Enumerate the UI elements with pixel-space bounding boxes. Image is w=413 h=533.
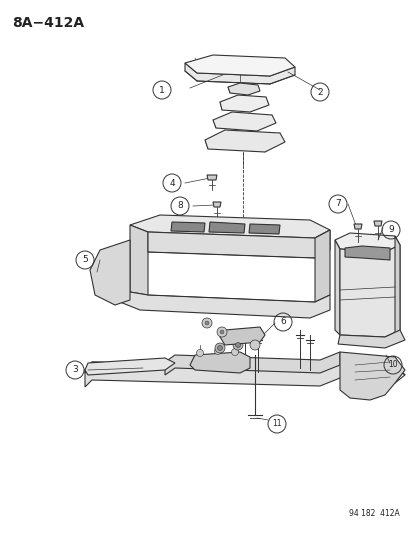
Text: 5: 5: [82, 255, 88, 264]
Text: 94 182  412A: 94 182 412A: [349, 509, 399, 518]
Circle shape: [214, 348, 221, 354]
Polygon shape: [130, 225, 147, 295]
Text: 2: 2: [316, 87, 322, 96]
Text: 9: 9: [387, 225, 393, 235]
Text: 8: 8: [177, 201, 183, 211]
Polygon shape: [373, 221, 381, 226]
Circle shape: [219, 330, 223, 334]
Polygon shape: [334, 240, 339, 335]
Polygon shape: [206, 175, 216, 180]
Polygon shape: [115, 292, 329, 318]
Text: 10: 10: [387, 360, 397, 369]
Polygon shape: [90, 240, 130, 305]
Circle shape: [231, 349, 238, 356]
Text: 4: 4: [169, 179, 174, 188]
Text: 8A−412A: 8A−412A: [12, 16, 84, 30]
Circle shape: [204, 321, 209, 325]
Polygon shape: [219, 95, 268, 112]
Polygon shape: [190, 352, 249, 373]
Polygon shape: [339, 352, 404, 400]
Polygon shape: [185, 63, 294, 84]
Polygon shape: [394, 236, 399, 336]
Polygon shape: [85, 360, 404, 375]
Circle shape: [233, 340, 242, 350]
Text: 3: 3: [72, 366, 78, 375]
Polygon shape: [344, 246, 389, 260]
Text: 6: 6: [280, 318, 285, 327]
Polygon shape: [130, 215, 329, 238]
Polygon shape: [314, 230, 329, 302]
Polygon shape: [209, 222, 244, 233]
Polygon shape: [185, 55, 294, 76]
Text: 1: 1: [159, 85, 164, 94]
Circle shape: [249, 340, 259, 350]
Polygon shape: [204, 130, 284, 152]
Polygon shape: [171, 222, 204, 232]
Polygon shape: [339, 245, 399, 337]
Circle shape: [217, 345, 222, 351]
Circle shape: [216, 327, 226, 337]
Circle shape: [196, 350, 203, 357]
Polygon shape: [212, 112, 275, 131]
Polygon shape: [228, 83, 259, 95]
Polygon shape: [334, 233, 399, 252]
Polygon shape: [165, 352, 339, 375]
Circle shape: [235, 343, 240, 348]
Text: 11: 11: [272, 419, 281, 429]
Polygon shape: [353, 224, 361, 229]
Polygon shape: [147, 230, 329, 258]
Polygon shape: [248, 224, 279, 234]
Polygon shape: [337, 330, 404, 348]
Polygon shape: [212, 202, 221, 207]
Polygon shape: [219, 327, 264, 345]
Polygon shape: [85, 358, 175, 375]
Circle shape: [202, 318, 211, 328]
Polygon shape: [85, 360, 404, 387]
Text: 7: 7: [334, 199, 340, 208]
Circle shape: [214, 343, 224, 353]
